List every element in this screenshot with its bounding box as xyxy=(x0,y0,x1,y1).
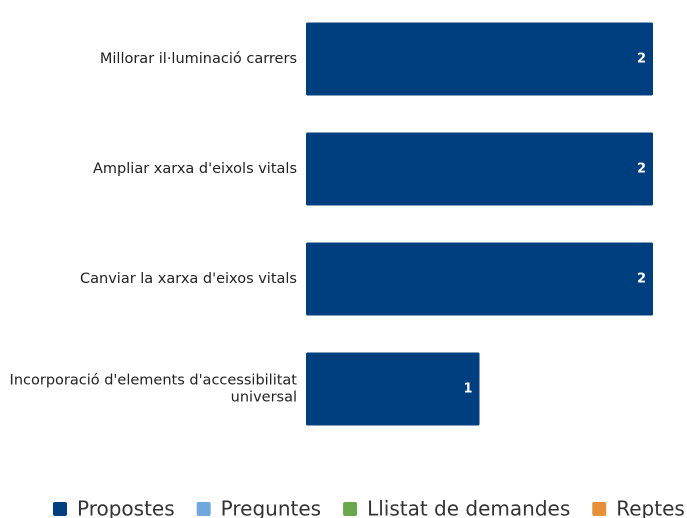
bar xyxy=(306,132,653,206)
legend-swatch xyxy=(53,502,67,516)
legend-label: Reptes xyxy=(616,497,685,518)
legend-label: Preguntes xyxy=(221,497,321,518)
bar xyxy=(306,352,480,426)
value-label: 2 xyxy=(637,162,646,177)
legend-label: Llistat de demandes xyxy=(367,497,570,518)
category-label: Ampliar xarxa d'eixols vitals xyxy=(93,161,297,177)
legend-swatch xyxy=(592,502,607,516)
legend-label: Propostes xyxy=(77,497,175,518)
category-label: Canviar la xarxa d'eixos vitals xyxy=(80,271,297,287)
legend-swatch xyxy=(196,502,211,516)
category-label-line: Incorporació d'elements d'accessibilitat xyxy=(10,373,298,389)
bar xyxy=(306,242,653,316)
category-label: Incorporació d'elements d'accessibilitat… xyxy=(10,373,298,406)
category-label-line: universal xyxy=(231,390,297,406)
category-label: Millorar il·luminació carrers xyxy=(100,51,297,67)
legend-swatch xyxy=(343,502,358,516)
value-label: 2 xyxy=(637,52,646,67)
value-label: 1 xyxy=(463,382,472,397)
value-label: 2 xyxy=(637,272,646,287)
bar xyxy=(306,22,653,96)
